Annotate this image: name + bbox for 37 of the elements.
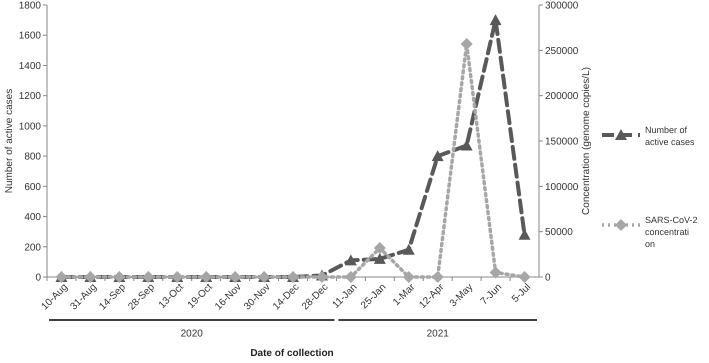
y-tick-label: 200 — [24, 242, 42, 254]
y2-tick-label: 300000 — [545, 0, 579, 12]
y2-tick-label: 200000 — [545, 91, 579, 102]
legend-label: SARS-CoV-2 concentration — [645, 215, 698, 249]
y-tick-label: 0 — [35, 272, 42, 284]
y-tick-label: 600 — [24, 182, 42, 193]
text: 2021 — [426, 328, 450, 340]
y-tick-label: 800 — [24, 152, 42, 163]
text: 2020 — [180, 328, 204, 340]
point — [460, 38, 473, 50]
point — [490, 266, 502, 278]
y-tick-label: 400 — [24, 212, 42, 224]
y-tick-label: 1000 — [18, 121, 42, 132]
point — [374, 252, 386, 264]
y2-tick-label: 150000 — [545, 136, 579, 148]
point — [432, 150, 444, 162]
point — [402, 271, 415, 283]
y-tick-label: 1400 — [18, 60, 42, 72]
legend-label: Number of active cases — [645, 125, 696, 147]
y2-tick-label: 100000 — [545, 182, 579, 193]
point — [518, 271, 531, 283]
y2-tick-label: 0 — [545, 272, 551, 284]
point — [316, 271, 328, 283]
y-axis-title: Number of active cases — [4, 88, 15, 194]
point — [460, 140, 473, 151]
point — [432, 271, 444, 283]
y-tick-label: 1600 — [18, 30, 42, 42]
y2-tick-label: 250000 — [545, 46, 579, 57]
y-tick-label: 1200 — [18, 91, 42, 102]
y2-tick-label: 50000 — [545, 227, 574, 238]
y2-axis-title: Concentration (genome copies/L) — [581, 67, 592, 215]
point — [344, 254, 357, 266]
x-axis-title: Date of collection — [250, 348, 334, 359]
point — [374, 242, 386, 254]
y-tick-label: 1800 — [18, 0, 42, 12]
point — [490, 14, 502, 26]
point — [402, 244, 415, 255]
